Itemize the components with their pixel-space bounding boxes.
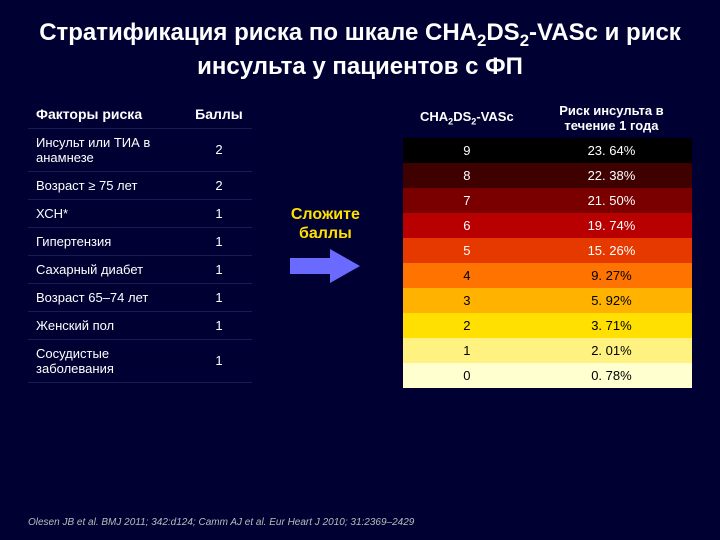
risk-row: 923. 64% — [403, 138, 692, 163]
risk-score: 2 — [403, 313, 531, 338]
risk-score: 1 — [403, 338, 531, 363]
risk-row: 35. 92% — [403, 288, 692, 313]
factors-header-points: Баллы — [186, 100, 252, 129]
risk-value: 21. 50% — [531, 188, 692, 213]
factors-row: Сосудистые заболевания1 — [28, 339, 252, 382]
risk-value: 19. 74% — [531, 213, 692, 238]
risk-score: 4 — [403, 263, 531, 288]
risk-score: 0 — [403, 363, 531, 388]
risk-value: 15. 26% — [531, 238, 692, 263]
risk-row: 619. 74% — [403, 213, 692, 238]
risk-value: 5. 92% — [531, 288, 692, 313]
risk-header-risk: Риск инсульта в течение 1 года — [531, 100, 692, 138]
factor-label: Сосудистые заболевания — [28, 339, 186, 382]
risk-row: 00. 78% — [403, 363, 692, 388]
risk-row: 721. 50% — [403, 188, 692, 213]
risk-header-score: CHA2DS2-VASc — [403, 100, 531, 138]
slide-title: Стратификация риска по шкале CHA2DS2-VAS… — [28, 18, 692, 82]
citation: Olesen JB et al. BMJ 2011; 342:d124; Cam… — [28, 517, 414, 528]
risk-score: 7 — [403, 188, 531, 213]
factor-points: 1 — [186, 227, 252, 255]
risk-score: 6 — [403, 213, 531, 238]
risk-score: 3 — [403, 288, 531, 313]
risk-row: 12. 01% — [403, 338, 692, 363]
risk-body: 923. 64%822. 38%721. 50%619. 74%515. 26%… — [403, 138, 692, 388]
factors-row: Сахарный диабет1 — [28, 255, 252, 283]
factors-table: Факторы риска Баллы Инсульт или ТИА в ан… — [28, 100, 252, 383]
factors-row: Инсульт или ТИА в анамнезе2 — [28, 128, 252, 171]
factor-points: 2 — [186, 171, 252, 199]
risk-row: 515. 26% — [403, 238, 692, 263]
factor-label: Инсульт или ТИА в анамнезе — [28, 128, 186, 171]
factor-points: 2 — [186, 128, 252, 171]
factor-label: ХСН* — [28, 199, 186, 227]
risk-score: 5 — [403, 238, 531, 263]
factors-header-factor: Факторы риска — [28, 100, 186, 129]
factor-points: 1 — [186, 339, 252, 382]
slide: Стратификация риска по шкале CHA2DS2-VAS… — [0, 0, 720, 540]
risk-value: 3. 71% — [531, 313, 692, 338]
factors-row: Гипертензия1 — [28, 227, 252, 255]
content-row: Факторы риска Баллы Инсульт или ТИА в ан… — [28, 100, 692, 388]
sum-label: Сложите баллы — [264, 205, 387, 243]
factors-row: Женский пол1 — [28, 311, 252, 339]
factor-points: 1 — [186, 199, 252, 227]
risk-row: 822. 38% — [403, 163, 692, 188]
factor-label: Сахарный диабет — [28, 255, 186, 283]
risk-row: 23. 71% — [403, 313, 692, 338]
factor-label: Женский пол — [28, 311, 186, 339]
factor-label: Возраст 65–74 лет — [28, 283, 186, 311]
factors-row: Возраст ≥ 75 лет2 — [28, 171, 252, 199]
factors-body: Инсульт или ТИА в анамнезе2Возраст ≥ 75 … — [28, 128, 252, 382]
sum-arrow-block: Сложите баллы — [264, 205, 387, 283]
risk-score: 8 — [403, 163, 531, 188]
risk-value: 0. 78% — [531, 363, 692, 388]
factors-row: Возраст 65–74 лет1 — [28, 283, 252, 311]
factor-label: Гипертензия — [28, 227, 186, 255]
factor-points: 1 — [186, 255, 252, 283]
factor-points: 1 — [186, 311, 252, 339]
risk-score: 9 — [403, 138, 531, 163]
factor-label: Возраст ≥ 75 лет — [28, 171, 186, 199]
arrow-right-icon — [290, 249, 360, 283]
risk-value: 22. 38% — [531, 163, 692, 188]
risk-row: 49. 27% — [403, 263, 692, 288]
risk-table: CHA2DS2-VASc Риск инсульта в течение 1 г… — [403, 100, 692, 388]
factor-points: 1 — [186, 283, 252, 311]
risk-value: 2. 01% — [531, 338, 692, 363]
factors-row: ХСН*1 — [28, 199, 252, 227]
risk-value: 23. 64% — [531, 138, 692, 163]
risk-value: 9. 27% — [531, 263, 692, 288]
